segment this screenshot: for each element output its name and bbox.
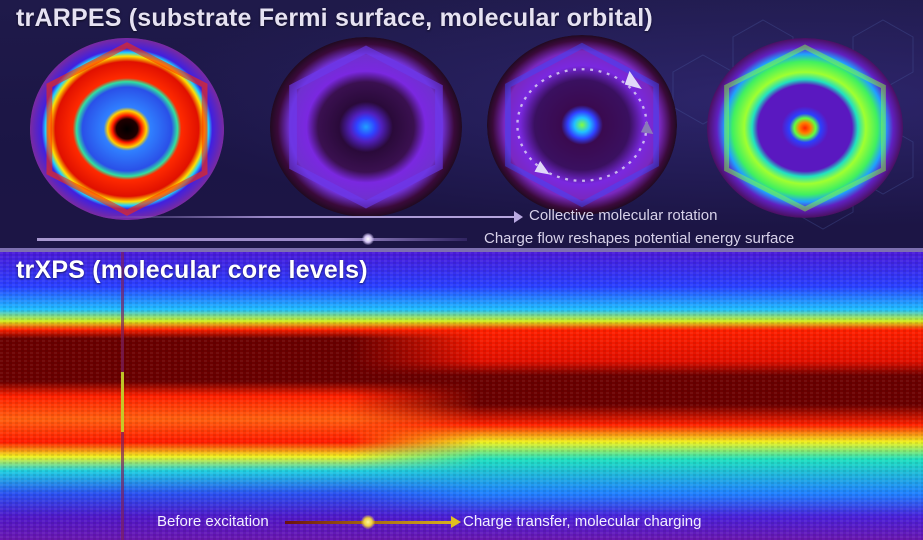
rotation-arrow-icon <box>624 71 642 89</box>
trarpes-title: trARPES (substrate Fermi surface, molecu… <box>16 4 653 32</box>
caption-charge-flow: Charge flow reshapes potential energy su… <box>484 230 795 247</box>
arpes-panel-before <box>30 38 224 220</box>
rotation-arrow-icon <box>640 120 654 134</box>
trxps-spectrum-map <box>0 252 923 540</box>
arrow-right-icon <box>514 211 523 223</box>
caption-before-excitation: Before excitation <box>157 513 269 530</box>
section-divider <box>0 248 923 252</box>
rotation-arrow-icon <box>534 161 550 175</box>
arpes-panel-rotation <box>487 35 677 215</box>
arpes-panel-early <box>270 37 462 217</box>
charge-flow-line <box>37 238 467 241</box>
trarpes-section: trARPES (substrate Fermi surface, molecu… <box>0 0 923 250</box>
caption-charge-transfer: Charge transfer, molecular charging <box>463 513 702 530</box>
glow-dot-icon <box>361 515 375 529</box>
caption-collective-rotation: Collective molecular rotation <box>529 207 718 224</box>
glow-dot-icon <box>362 233 374 245</box>
trxps-title: trXPS (molecular core levels) <box>16 256 368 284</box>
arrow-right-icon <box>451 516 461 528</box>
rotation-arrow-line <box>100 216 518 218</box>
arpes-panel-after <box>707 38 903 218</box>
trxps-section <box>0 252 923 540</box>
